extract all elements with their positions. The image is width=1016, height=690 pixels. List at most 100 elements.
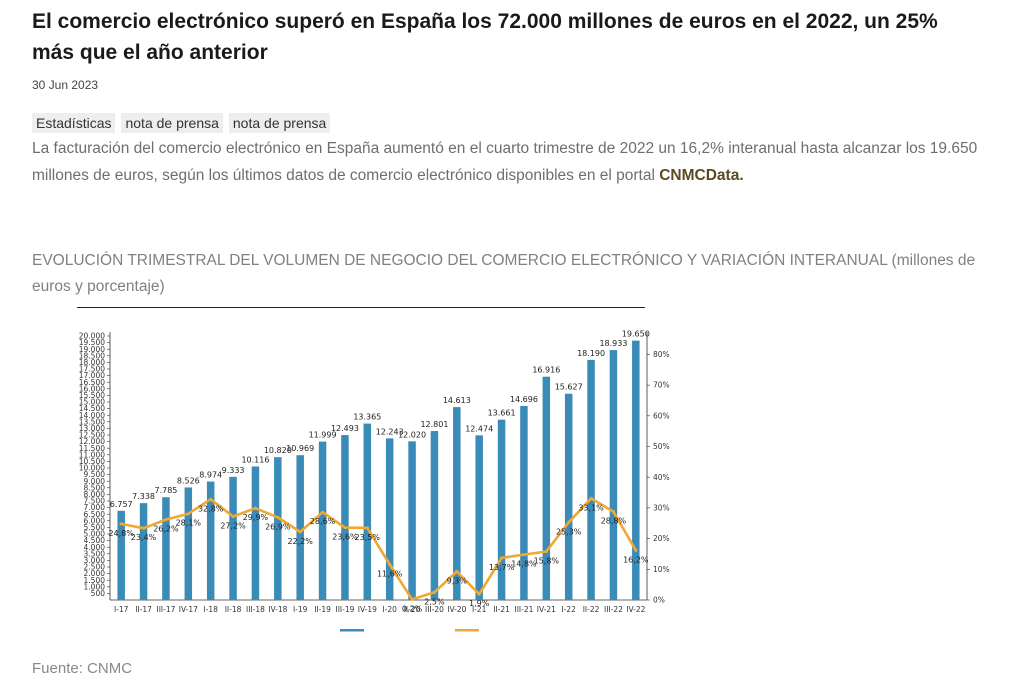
article-title: El comercio electrónico superó en España…	[32, 10, 938, 64]
bar	[542, 376, 551, 600]
y-left-tick-label: 7.500	[84, 497, 106, 506]
y-left-tick-label: 14.000	[79, 411, 105, 420]
publish-date: 30 Jun 2023	[32, 78, 99, 92]
source-note: Fuente: CNMC	[32, 660, 133, 677]
x-tick-label: IV-17	[179, 605, 198, 614]
x-tick-label: III-18	[246, 605, 265, 614]
y-left-tick-label: 19.000	[79, 345, 105, 354]
x-tick-label: II-18	[225, 605, 242, 614]
line-point	[477, 592, 481, 596]
bar	[251, 466, 260, 600]
line-point	[231, 514, 235, 519]
bar	[587, 359, 595, 600]
bar	[296, 455, 304, 600]
x-tick-label: III-21	[514, 605, 533, 614]
y-left-tick-label: 20.000	[79, 332, 105, 341]
line-point	[298, 530, 302, 534]
y-left-tick-label: 17.500	[79, 365, 105, 374]
line-value-label: 24,8%	[108, 529, 134, 538]
line-point	[432, 590, 437, 594]
y-right-tick-label: 50%	[653, 442, 670, 451]
line-value-label: 32,8%	[198, 504, 224, 513]
line-value-label: 13,7%	[489, 563, 515, 572]
x-tick-label: I-22	[561, 605, 576, 614]
lead-paragraph: La facturación del comercio electrónico …	[32, 135, 982, 189]
lead-text: La facturación del comercio electrónico …	[32, 140, 978, 184]
y-left-tick-label: 11.000	[79, 450, 105, 459]
tag-estadisticas[interactable]: Estadísticas	[32, 113, 116, 133]
tag-nota-de-prensa-2[interactable]: nota de prensa	[228, 113, 331, 133]
line-value-label: 27,2%	[220, 522, 246, 531]
bar	[206, 481, 215, 600]
bar-value-label: 12.801	[420, 420, 448, 429]
y-left-tick-label: 8.000	[84, 490, 106, 499]
y-left-tick-label: 500	[91, 589, 106, 598]
bar	[184, 487, 193, 600]
y-right-tick-label: 80%	[653, 350, 670, 359]
y-left-tick-label: 4.500	[84, 536, 106, 545]
bar	[609, 350, 618, 600]
y-right-tick-label: 40%	[653, 473, 670, 482]
y-left-tick-label: 9.000	[84, 477, 106, 486]
x-tick-label: I-18	[203, 605, 218, 614]
bar-value-label: 18.190	[577, 349, 605, 358]
bar	[341, 435, 349, 600]
y-left-tick-label: 15.500	[79, 391, 105, 400]
y-left-tick-label: 12.000	[79, 437, 105, 446]
bar	[453, 407, 461, 600]
line-value-label: 28,1%	[176, 519, 202, 528]
bar-value-label: 12.493	[331, 424, 359, 433]
y-left-tick-label: 12.500	[79, 431, 105, 440]
bar	[274, 457, 282, 600]
bar-value-label: 9.333	[222, 466, 245, 475]
line-point	[209, 497, 213, 501]
bar-value-label: 7.785	[154, 486, 177, 495]
x-tick-label: IV-22	[626, 605, 645, 614]
y-left-tick-label: 3.000	[84, 556, 106, 565]
bar-value-label: 11.999	[309, 431, 337, 440]
y-left-tick-label: 2.000	[84, 569, 106, 578]
line-value-label: 26,2%	[153, 525, 179, 534]
line-value-label: 11,6%	[377, 569, 403, 578]
line-value-label: 22,2%	[287, 537, 313, 546]
y-left-tick-label: 7.000	[84, 503, 106, 512]
y-left-tick-label: 16.500	[79, 378, 105, 387]
line-value-label: 25,3%	[556, 527, 582, 536]
line-point	[544, 549, 548, 554]
line-point	[343, 525, 347, 530]
x-tick-label: II-17	[135, 605, 152, 614]
line-value-label: 23,5%	[355, 533, 381, 542]
y-left-tick-label: 5.500	[84, 523, 106, 532]
y-left-tick-label: 5.000	[84, 530, 106, 539]
y-left-tick-label: 10.500	[79, 457, 105, 466]
y-right-tick-label: 20%	[653, 534, 670, 543]
bar	[318, 441, 327, 600]
y-left-tick-label: 1.500	[84, 576, 106, 585]
tag-nota-de-prensa[interactable]: nota de prensa	[121, 113, 223, 133]
growth-line	[120, 497, 637, 601]
line-value-label: 14,8%	[511, 560, 537, 569]
x-tick-label: III-17	[156, 605, 175, 614]
ecommerce-chart: 5001.0001.5002.0002.5003.0003.5004.0004.…	[79, 330, 670, 632]
y-left-tick-label: 10.000	[79, 464, 105, 473]
bar-value-label: 14.696	[510, 395, 538, 404]
bar-value-label: 18.933	[599, 339, 627, 348]
bar-value-label: 7.338	[132, 492, 155, 501]
cnmcdata-link[interactable]: CNMCData.	[659, 167, 744, 184]
line-point	[186, 512, 190, 516]
y-left-tick-label: 18.500	[79, 351, 105, 360]
line-value-label: 2,5%	[424, 597, 445, 606]
figure-divider	[77, 307, 645, 308]
y-left-tick-label: 18.000	[79, 358, 105, 367]
bar-value-label: 19.650	[622, 330, 650, 339]
bar	[632, 340, 640, 600]
line-value-label: 15,8%	[534, 556, 560, 565]
x-tick-label: III-22	[604, 605, 623, 614]
bar-value-label: 8.974	[199, 471, 222, 480]
line-point	[253, 506, 258, 510]
legend-swatch-line	[455, 629, 479, 632]
bar	[162, 497, 170, 600]
y-left-tick-label: 14.500	[79, 404, 105, 413]
x-tick-label: I-17	[114, 605, 129, 614]
